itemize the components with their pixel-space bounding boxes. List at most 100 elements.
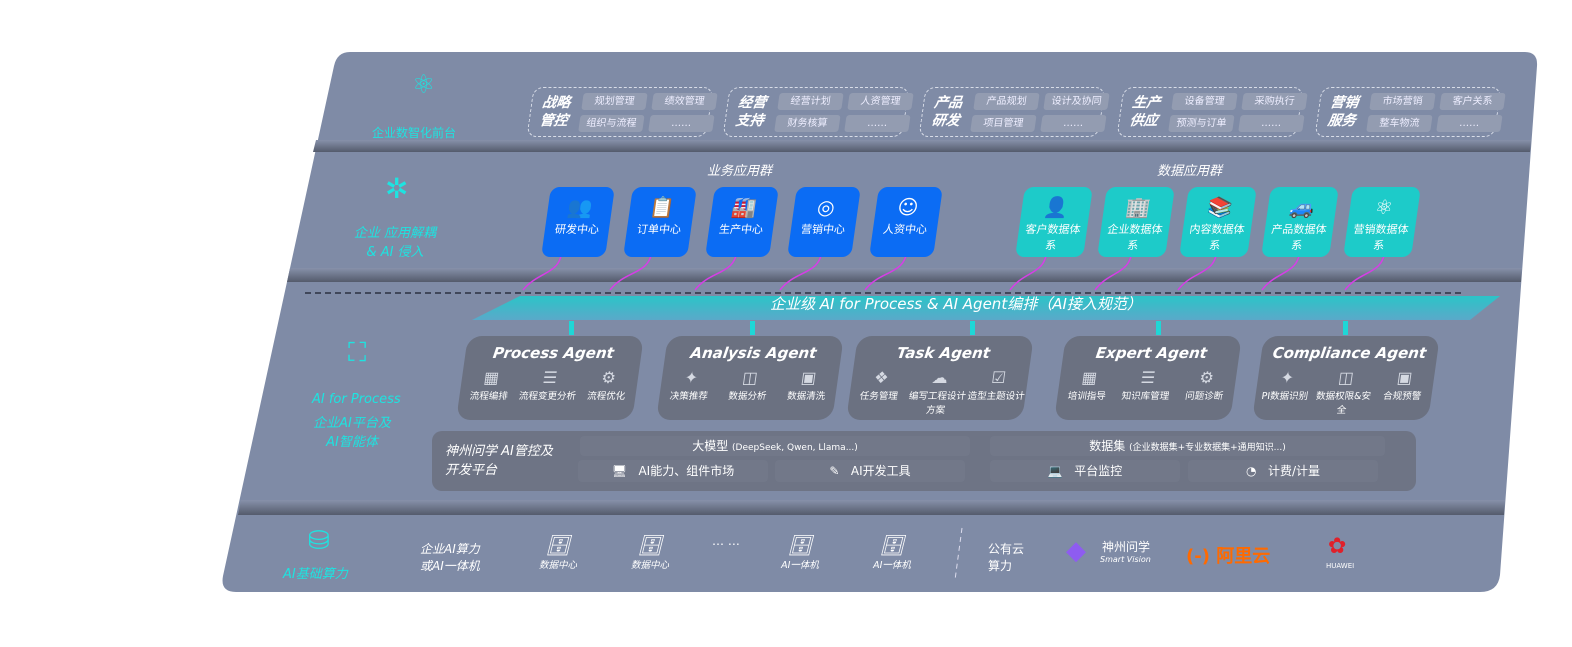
front-chip[interactable]: 经营计划 [777, 93, 844, 110]
agent-title: Analysis Agent [689, 344, 818, 362]
front-chip[interactable]: 整车物流 [1366, 115, 1433, 132]
agent-card[interactable]: Expert Agent ▦ 培训指导 ☰ 知识库管理 ⚙ 问题诊断 [1054, 336, 1242, 420]
front-chip[interactable]: …… [1040, 115, 1107, 132]
target-icon: ◎ [815, 195, 837, 219]
server-label: AI一体机 [873, 560, 911, 571]
capability-icon: ▦ [482, 368, 501, 387]
ai-layer-label-cn: 企业AI平台及AI智能体 [313, 416, 391, 450]
server-label: 数据中心 [630, 560, 669, 571]
capability-label: PI数据识别 [1260, 391, 1309, 402]
agent-capability: ☁ 编写工程设计方案 [905, 368, 970, 416]
tool-monitor[interactable]: 💻 平台监控 [990, 460, 1180, 482]
data-app[interactable]: 🚙 产品数据体系 [1261, 187, 1339, 257]
front-chip[interactable]: 市场营销 [1369, 93, 1436, 110]
front-chip[interactable]: …… [1238, 115, 1305, 132]
agent-card[interactable]: Task Agent ❖ 任务管理 ☁ 编写工程设计方案 ☑ 造型主题设计 [846, 336, 1034, 420]
capability-label: 数据权限&安全 [1315, 391, 1372, 416]
model-label: 大模型 [692, 439, 729, 453]
clipboard-icon: 📋 [647, 195, 677, 219]
capability-icon: ▦ [1080, 368, 1099, 387]
ellipsis: … … [712, 534, 740, 548]
agent-title: Process Agent [491, 344, 616, 362]
capability-icon: ⚙ [1198, 368, 1216, 387]
business-app[interactable]: 🏭 生产中心 [705, 187, 779, 257]
server-icon: 🗄 [545, 533, 571, 557]
app-label: 客户数据体系 [1024, 223, 1082, 252]
capability-icon: ☑ [990, 368, 1008, 387]
data-app[interactable]: 👤 客户数据体系 [1015, 187, 1093, 257]
tool-market[interactable]: 🖥 AI能力、组件市场 [578, 460, 768, 482]
agent-capability: ▣ 数据清洗 [776, 368, 839, 402]
front-chip[interactable]: 采购执行 [1241, 93, 1308, 110]
business-app[interactable]: ◎ 营销中心 [787, 187, 861, 257]
server: 🗄 数据中心 [528, 533, 588, 571]
agent-capability: ☰ 知识库管理 [1115, 368, 1178, 402]
front-chip[interactable]: 设计及协同 [1043, 93, 1110, 110]
capability-label: 流程优化 [586, 391, 626, 402]
capability-icon: ☰ [541, 368, 559, 387]
tool-label: AI开发工具 [850, 464, 911, 478]
aliyun-logo: (-) 阿里云 [1186, 546, 1271, 567]
group-title: 生产供应 [1128, 95, 1162, 129]
front-chip[interactable]: 人资管理 [847, 93, 914, 110]
app-label: 营销中心 [800, 223, 846, 236]
capability-label: 数据清洗 [786, 391, 826, 402]
smart-vision-logo-icon: ◆ [1066, 536, 1086, 566]
data-app[interactable]: 📚 内容数据体系 [1179, 187, 1257, 257]
front-chip[interactable]: …… [1436, 115, 1503, 132]
agent-card[interactable]: Compliance Agent ✦ PI数据识别 ◫ 数据权限&安全 ▣ 合规预警 [1252, 336, 1440, 420]
front-chip[interactable]: 规划管理 [581, 93, 648, 110]
front-chip[interactable]: 项目管理 [970, 115, 1037, 132]
front-chip[interactable]: 绩效管理 [651, 93, 718, 110]
front-chip[interactable]: …… [844, 115, 911, 132]
capability-icon: ✦ [1279, 368, 1296, 387]
app-label: 营销数据体系 [1352, 223, 1410, 252]
model-note: (DeepSeek, Qwen, Llama...) [732, 443, 858, 453]
agent-card[interactable]: Process Agent ▦ 流程编排 ☰ 流程变更分析 ⚙ 流程优化 [456, 336, 644, 420]
apps-layer-label: 企业 应用解耦 & AI 侵入 [353, 226, 437, 260]
platform-title: 神州问学 AI管控及开发平台 [445, 444, 553, 478]
dataset-bar: 数据集 (企业数据集+专业数据集+通用知识...) [990, 436, 1385, 456]
front-group: 产品研发 产品规划 设计及协同 项目管理…… [918, 87, 1110, 137]
group-title: 产品研发 [930, 95, 964, 129]
capability-icon: ❖ [872, 368, 890, 387]
app-label: 订单中心 [636, 223, 682, 236]
app-label: 企业数据体系 [1106, 223, 1164, 252]
capability-icon: ⚙ [600, 368, 618, 387]
front-chip[interactable]: 客户关系 [1439, 93, 1506, 110]
business-app[interactable]: 📋 订单中心 [623, 187, 697, 257]
capability-icon: ☰ [1139, 368, 1157, 387]
front-chip[interactable]: 财务核算 [774, 115, 841, 132]
data-app[interactable]: 🏢 企业数据体系 [1097, 187, 1175, 257]
front-layer-label: 企业数智化前台 [372, 126, 457, 140]
capability-icon: ▣ [799, 368, 818, 387]
group-title: 战略管控 [538, 95, 572, 129]
agent-title: Compliance Agent [1271, 344, 1428, 362]
agent-title: Expert Agent [1094, 344, 1209, 362]
tool-dev[interactable]: ✎ AI开发工具 [775, 460, 965, 482]
capability-icon: ◫ [741, 368, 759, 387]
capability-label: 合规预警 [1382, 391, 1422, 402]
agent-capability: ☰ 流程变更分析 [517, 368, 580, 402]
front-chip[interactable]: 产品规划 [973, 93, 1040, 110]
agent-card[interactable]: Analysis Agent ✦ 决策推荐 ◫ 数据分析 ▣ 数据清洗 [656, 336, 844, 420]
agent-capability: ◫ 数据权限&安全 [1311, 368, 1376, 416]
data-app[interactable]: ⚛ 营销数据体系 [1343, 187, 1421, 257]
front-chip[interactable]: 组织与流程 [578, 115, 645, 132]
business-app[interactable]: 👥 研发中心 [541, 187, 615, 257]
capability-icon: ▣ [1395, 368, 1414, 387]
capability-label: 数据分析 [727, 391, 768, 402]
server-icon: 🗄 [637, 533, 663, 557]
smart-vision-en: Smart Vision [1100, 555, 1151, 564]
user-icon: 👤 [1041, 195, 1071, 219]
front-chip[interactable]: 设备管理 [1171, 93, 1238, 110]
enterprise-compute: 企业AI算力或AI一体机 [420, 542, 480, 573]
capability-label: 流程变更分析 [518, 391, 577, 402]
database-icon: ⛁ [308, 526, 330, 556]
business-app[interactable]: ☺ 人资中心 [869, 187, 943, 257]
front-chip[interactable]: 预测与订单 [1168, 115, 1235, 132]
server-label: 数据中心 [538, 560, 577, 571]
front-chip[interactable]: …… [648, 115, 715, 132]
front-group: 战略管控 规划管理 绩效管理 组织与流程…… [526, 87, 718, 137]
tool-billing[interactable]: ◔ 计费/计量 [1188, 460, 1378, 482]
